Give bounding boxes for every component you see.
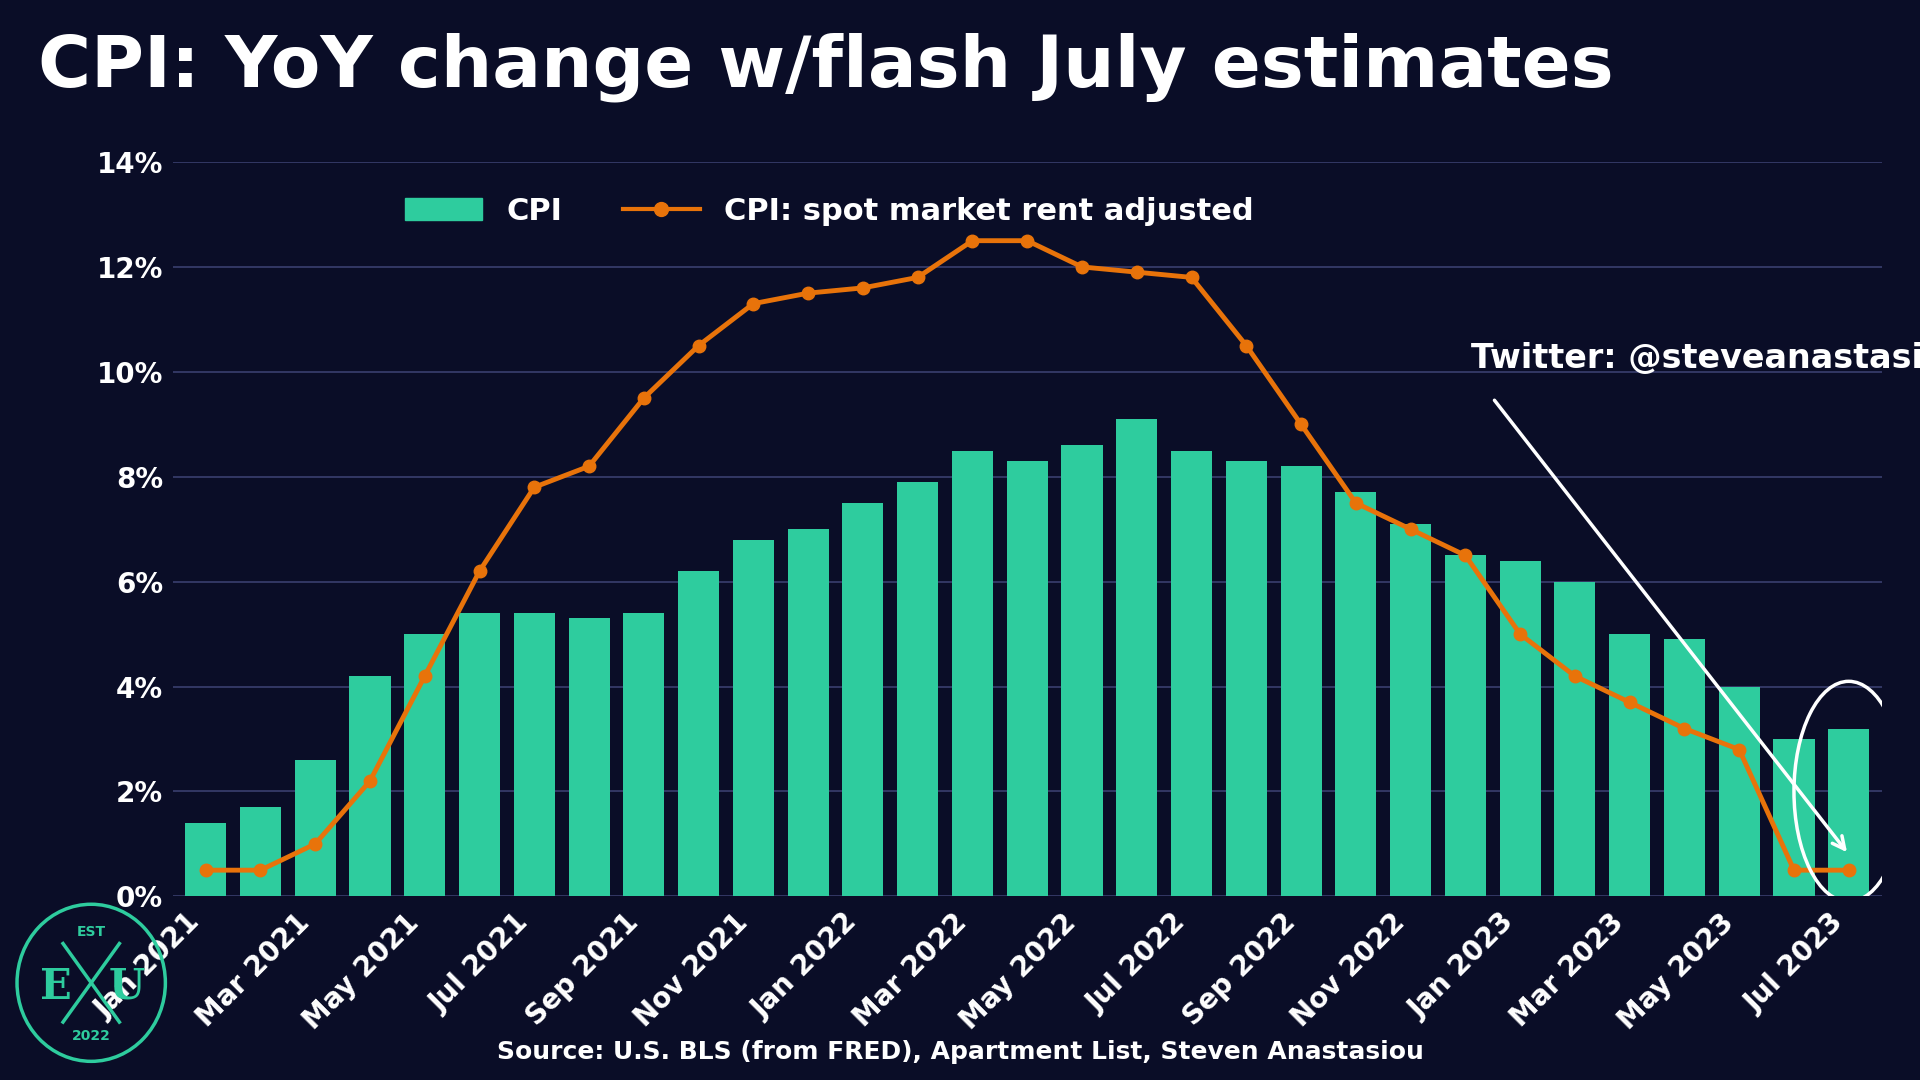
Bar (1116, 419, 1158, 896)
Bar (1446, 555, 1486, 896)
Legend: CPI, CPI: spot market rent adjusted: CPI, CPI: spot market rent adjusted (394, 185, 1265, 238)
Bar (1281, 467, 1321, 896)
Bar (1500, 561, 1540, 896)
Bar (897, 482, 939, 896)
Bar (733, 540, 774, 896)
Bar (184, 823, 227, 896)
Bar (459, 613, 499, 896)
Text: U: U (109, 966, 144, 1008)
Text: CPI: YoY change w/flash July estimates: CPI: YoY change w/flash July estimates (38, 32, 1615, 102)
Text: 2022: 2022 (71, 1029, 111, 1043)
Bar (1171, 450, 1212, 896)
Bar (405, 634, 445, 896)
Text: Source: U.S. BLS (from FRED), Apartment List, Steven Anastasiou: Source: U.S. BLS (from FRED), Apartment … (497, 1040, 1423, 1064)
Bar (568, 619, 609, 896)
Bar (1334, 492, 1377, 896)
Bar (1390, 524, 1430, 896)
Bar (787, 529, 829, 896)
Bar (678, 571, 720, 896)
Bar (1225, 461, 1267, 896)
Bar (1774, 739, 1814, 896)
Bar (952, 450, 993, 896)
Bar (1062, 445, 1102, 896)
Bar (1006, 461, 1048, 896)
Bar (515, 613, 555, 896)
Bar (1828, 729, 1870, 896)
Bar (349, 676, 390, 896)
Text: Twitter: @steveanastasiou: Twitter: @steveanastasiou (1471, 341, 1920, 375)
Bar (294, 760, 336, 896)
Bar (1665, 639, 1705, 896)
Text: EST: EST (77, 924, 106, 939)
Bar (624, 613, 664, 896)
Bar (1718, 687, 1761, 896)
Text: E: E (40, 966, 71, 1008)
Bar (843, 503, 883, 896)
Bar (1609, 634, 1649, 896)
Bar (1555, 582, 1596, 896)
Bar (240, 807, 280, 896)
